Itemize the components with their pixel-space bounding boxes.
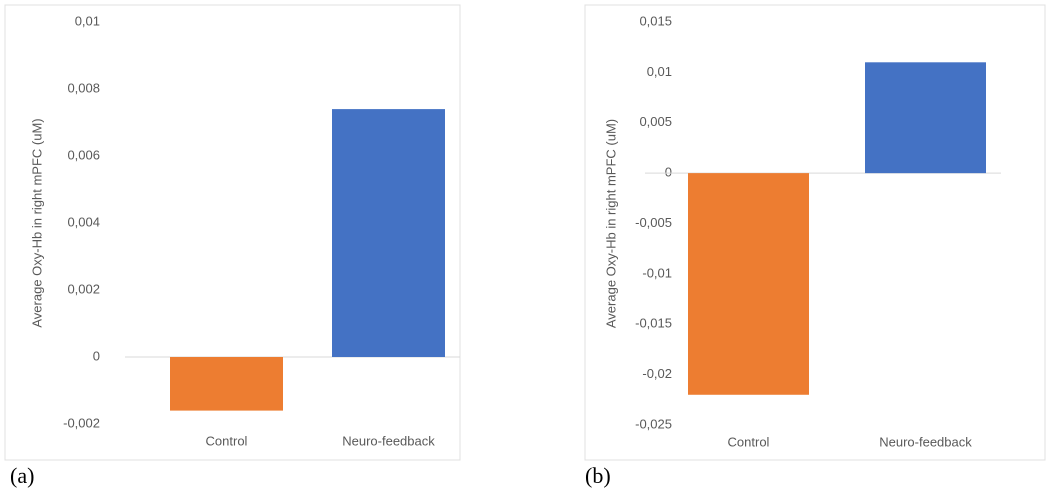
y-tick-label: 0,006	[67, 147, 100, 162]
y-tick-label: 0,01	[647, 64, 672, 79]
y-tick-label: 0,002	[67, 281, 100, 296]
y-tick-label: 0	[93, 348, 100, 363]
y-axis-label: Average Oxy-Hb in right mPFC (uM)	[29, 118, 44, 327]
bar	[170, 357, 283, 411]
bar	[332, 109, 445, 357]
panel-border	[4, 4, 461, 461]
panel-label: (b)	[585, 463, 611, 488]
y-tick-label: 0,005	[639, 114, 672, 129]
y-tick-label: 0,004	[67, 214, 100, 229]
y-tick-label: 0,01	[75, 13, 100, 28]
y-tick-label: -0,02	[642, 366, 672, 381]
bar	[865, 62, 986, 174]
y-tick-label: 0,008	[67, 80, 100, 95]
panel-label: (a)	[10, 463, 34, 488]
y-tick-label: -0,025	[635, 416, 672, 431]
x-tick-label: Neuro-feedback	[342, 433, 435, 448]
y-tick-label: -0,015	[635, 316, 672, 331]
x-tick-label: Neuro-feedback	[879, 434, 972, 449]
y-tick-label: -0,002	[63, 415, 100, 430]
x-tick-label: Control	[206, 433, 248, 448]
bar	[688, 173, 809, 395]
y-axis-label: Average Oxy-Hb in right mPFC (uM)	[603, 119, 618, 328]
y-tick-label: 0	[665, 165, 672, 180]
x-tick-label: Control	[728, 434, 770, 449]
panel-border	[584, 4, 1046, 461]
y-tick-label: -0,005	[635, 215, 672, 230]
y-tick-label: -0,01	[642, 265, 672, 280]
y-tick-label: 0,015	[639, 13, 672, 28]
